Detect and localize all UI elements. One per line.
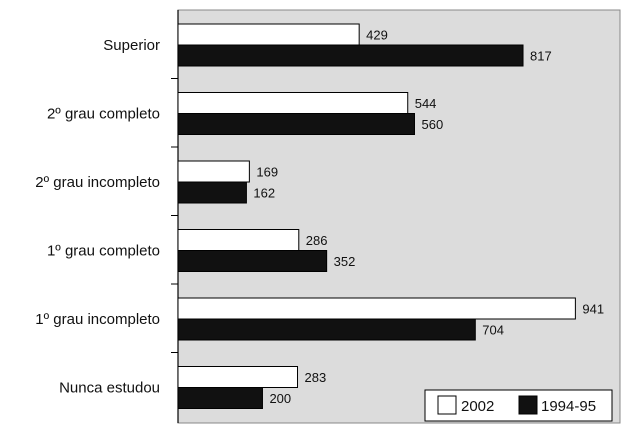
bar-1994-95-1-grau-completo bbox=[177, 250, 328, 272]
bar-2002-1-grau-incompleto bbox=[177, 297, 576, 320]
category-label-nunca-estudou: Nunca estudou bbox=[59, 380, 160, 397]
value-label-2002-2-grau-incompleto: 169 bbox=[256, 165, 278, 180]
legend-label-2002: 2002 bbox=[461, 398, 494, 415]
bar-1994-95-2-grau-incompleto bbox=[177, 181, 247, 204]
value-label-2002-nunca-estudou: 283 bbox=[305, 370, 327, 385]
value-label-1994-95-2-grau-incompleto: 162 bbox=[253, 186, 275, 201]
legend: 2002 1994-95 bbox=[424, 389, 613, 422]
bar-1994-95-nunca-estudou bbox=[177, 387, 263, 409]
value-label-1994-95-1-grau-incompleto: 704 bbox=[482, 323, 504, 338]
bar-2002-nunca-estudou bbox=[177, 366, 299, 388]
category-label-2-grau-completo: 2º grau completo bbox=[47, 106, 160, 123]
value-label-2002-1-grau-completo: 286 bbox=[306, 233, 328, 248]
axis-ticks bbox=[171, 78, 178, 353]
bar-2002-superior bbox=[177, 23, 360, 46]
value-label-2002-superior: 429 bbox=[366, 28, 388, 43]
legend-swatch-2002 bbox=[437, 395, 457, 415]
bar-1994-95-superior bbox=[177, 44, 524, 67]
value-label-1994-95-superior: 817 bbox=[530, 49, 552, 64]
value-label-2002-2-grau-completo: 544 bbox=[415, 96, 437, 111]
category-label-superior: Superior bbox=[103, 37, 160, 54]
category-label-1-grau-incompleto: 1º grau incompleto bbox=[35, 311, 160, 328]
category-label-1-grau-completo: 1º grau completo bbox=[47, 243, 160, 260]
bars bbox=[177, 23, 576, 409]
legend-label-1994-95: 1994-95 bbox=[541, 398, 596, 415]
bar-2002-2-grau-completo bbox=[177, 92, 409, 114]
category-label-2-grau-incompleto: 2º grau incompleto bbox=[35, 174, 160, 191]
value-labels: 429 817 544 560 169 162 286 352 941 704 283 200 bbox=[253, 28, 604, 407]
bar-2002-1-grau-completo bbox=[177, 229, 300, 251]
legend-swatch-1994-95 bbox=[518, 395, 538, 415]
bar-1994-95-2-grau-completo bbox=[177, 113, 415, 135]
value-label-1994-95-1-grau-completo: 352 bbox=[334, 254, 356, 269]
value-label-1994-95-nunca-estudou: 200 bbox=[269, 391, 291, 406]
value-label-1994-95-2-grau-completo: 560 bbox=[421, 117, 443, 132]
value-label-2002-1-grau-incompleto: 941 bbox=[582, 302, 604, 317]
category-labels: Superior 2º grau completo 2º grau incomple… bbox=[35, 37, 160, 397]
plot-area bbox=[177, 9, 621, 424]
bar-1994-95-1-grau-incompleto bbox=[177, 318, 476, 341]
bar-2002-2-grau-incompleto bbox=[177, 160, 250, 183]
